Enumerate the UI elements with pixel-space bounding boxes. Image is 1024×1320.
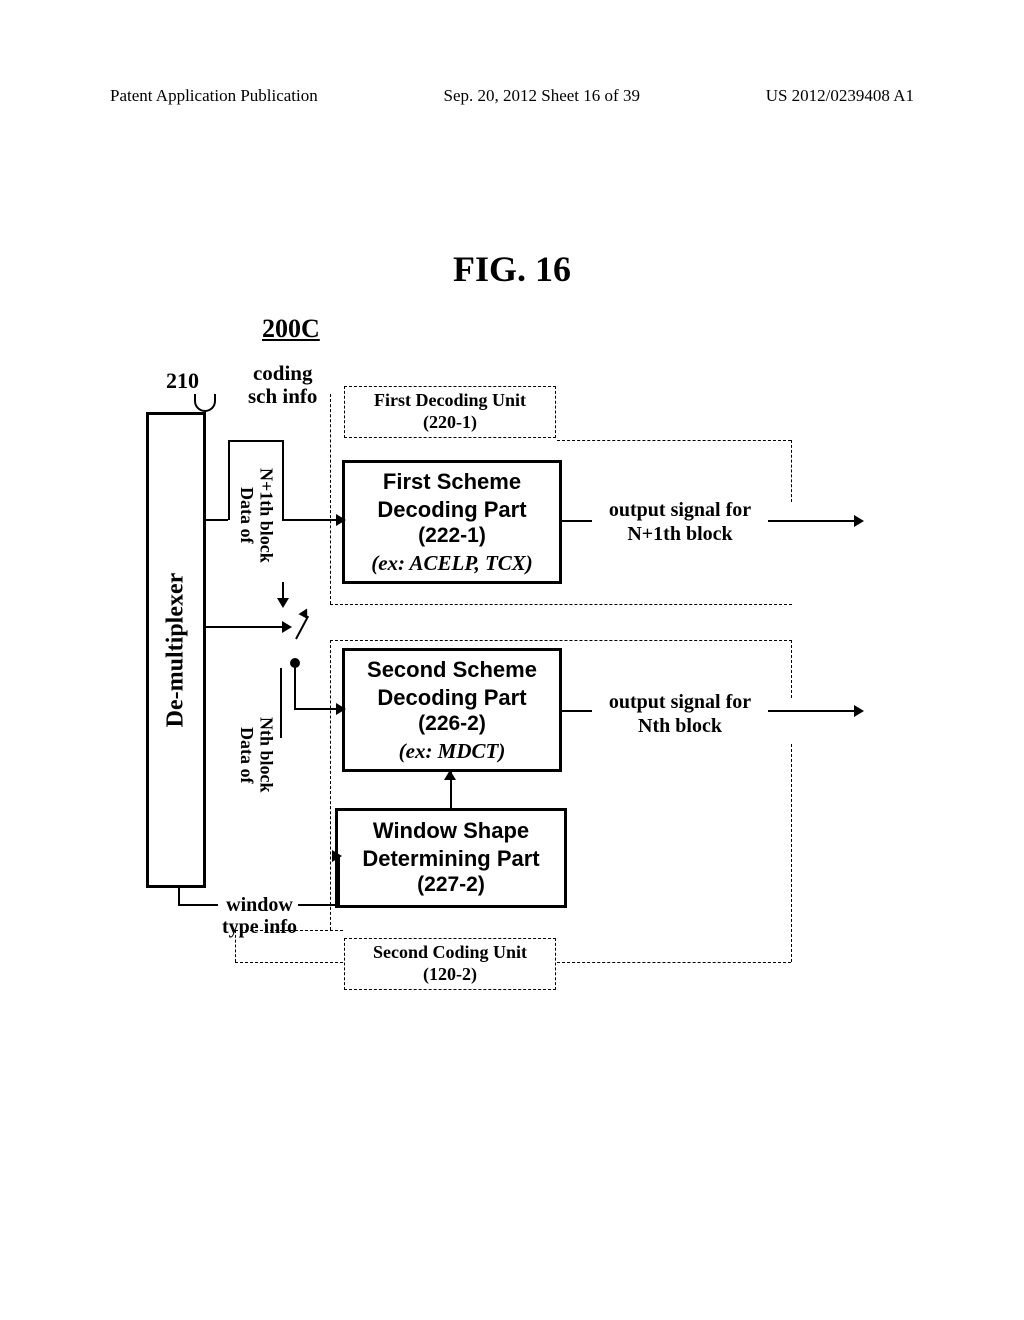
wire xyxy=(768,520,858,522)
first-scheme-ex: (ex: ACELP, TCX) xyxy=(371,550,533,576)
second-coding-unit: Second Coding Unit (120-2) xyxy=(344,938,556,990)
second-coding-unit-name: Second Coding Unit xyxy=(345,942,555,964)
arrow-down-icon xyxy=(277,598,291,612)
group2-dash xyxy=(330,640,792,641)
page: Patent Application Publication Sep. 20, … xyxy=(0,0,1024,1320)
wire xyxy=(228,440,282,442)
first-decoding-unit: First Decoding Unit (220-1) xyxy=(344,386,556,438)
data-n-label: Nth block Data of xyxy=(236,690,276,820)
second-scheme-ex: (ex: MDCT) xyxy=(399,738,506,764)
coding-scheme-label: coding sch info xyxy=(248,362,317,408)
data-n-l2: Nth block xyxy=(257,717,277,793)
group2-dash xyxy=(791,640,792,698)
data-n1-l2: N+1th block xyxy=(257,468,277,563)
coding-l1: coding xyxy=(248,362,317,385)
wire xyxy=(206,626,288,628)
first-scheme-ref: (222-1) xyxy=(418,523,486,549)
coding-l2: sch info xyxy=(248,385,317,408)
page-header: Patent Application Publication Sep. 20, … xyxy=(110,86,914,106)
arrow-right-icon xyxy=(332,855,346,869)
demultiplexer-label: De-multiplexer xyxy=(163,573,190,728)
window-shape-name1: Window Shape xyxy=(373,817,529,845)
output2-l2: Nth block xyxy=(590,714,770,738)
wire xyxy=(282,440,284,520)
second-coding-unit-ref: (120-2) xyxy=(345,964,555,986)
figure-ref-main: 200C xyxy=(262,314,320,344)
wire xyxy=(228,440,230,520)
arrow-right-icon xyxy=(336,708,350,722)
switch-arrow-icon xyxy=(298,606,311,619)
group3-dash xyxy=(557,962,791,963)
arrow-right-icon xyxy=(854,520,868,534)
figure-title: FIG. 16 xyxy=(0,248,1024,290)
window-shape-name2: Determining Part xyxy=(362,845,539,873)
second-scheme-ref: (226-2) xyxy=(418,711,486,737)
group1-dash xyxy=(557,440,791,441)
second-scheme-block: Second Scheme Decoding Part (226-2) (ex:… xyxy=(342,648,562,772)
first-scheme-name1: First Scheme xyxy=(383,468,521,496)
header-right: US 2012/0239408 A1 xyxy=(766,86,914,106)
first-scheme-block: First Scheme Decoding Part (222-1) (ex: … xyxy=(342,460,562,584)
arrow-right-icon xyxy=(282,626,296,640)
second-scheme-name2: Decoding Part xyxy=(377,684,526,712)
group3-dash xyxy=(235,930,343,931)
demultiplexer-block: De-multiplexer xyxy=(146,412,206,888)
header-center: Sep. 20, 2012 Sheet 16 of 39 xyxy=(444,86,640,106)
group1-dash xyxy=(330,394,331,604)
window-type-l2: type info xyxy=(222,916,297,938)
wire xyxy=(178,904,218,906)
group1-dash xyxy=(791,440,792,502)
wire xyxy=(294,665,296,709)
window-type-label: window type info xyxy=(222,894,297,938)
wire xyxy=(280,668,282,738)
data-n1-label: N+1th block Data of xyxy=(236,450,276,580)
data-n1-l1: Data of xyxy=(237,487,257,544)
output1-l1: output signal for xyxy=(590,498,770,522)
group3-dash xyxy=(791,744,792,962)
second-scheme-name1: Second Scheme xyxy=(367,656,537,684)
group3-dash xyxy=(235,930,236,962)
first-decoding-unit-ref: (220-1) xyxy=(345,412,555,434)
figure-ref-demux: 210 xyxy=(166,368,199,394)
group1-dash xyxy=(330,604,792,605)
wire xyxy=(298,904,338,906)
arrow-up-icon xyxy=(444,770,458,784)
window-shape-ref: (227-2) xyxy=(417,872,485,898)
window-type-l1: window xyxy=(222,894,297,916)
first-decoding-unit-name: First Decoding Unit xyxy=(345,390,555,412)
wire xyxy=(562,710,592,712)
wire xyxy=(562,520,592,522)
wire xyxy=(294,708,342,710)
header-left: Patent Application Publication xyxy=(110,86,318,106)
ref210-arc xyxy=(194,394,216,412)
output1-l2: N+1th block xyxy=(590,522,770,546)
output2-l1: output signal for xyxy=(590,690,770,714)
group3-dash xyxy=(235,962,343,963)
window-shape-block: Window Shape Determining Part (227-2) xyxy=(335,808,567,908)
wire xyxy=(206,519,228,521)
arrow-right-icon xyxy=(336,519,350,533)
arrow-right-icon xyxy=(854,710,868,724)
wire xyxy=(768,710,858,712)
output1-label: output signal for N+1th block xyxy=(590,498,770,546)
data-n-l1: Data of xyxy=(237,727,257,784)
output2-label: output signal for Nth block xyxy=(590,690,770,738)
wire xyxy=(178,888,180,904)
group2-dash xyxy=(330,640,331,930)
first-scheme-name2: Decoding Part xyxy=(377,496,526,524)
wire xyxy=(282,519,342,521)
